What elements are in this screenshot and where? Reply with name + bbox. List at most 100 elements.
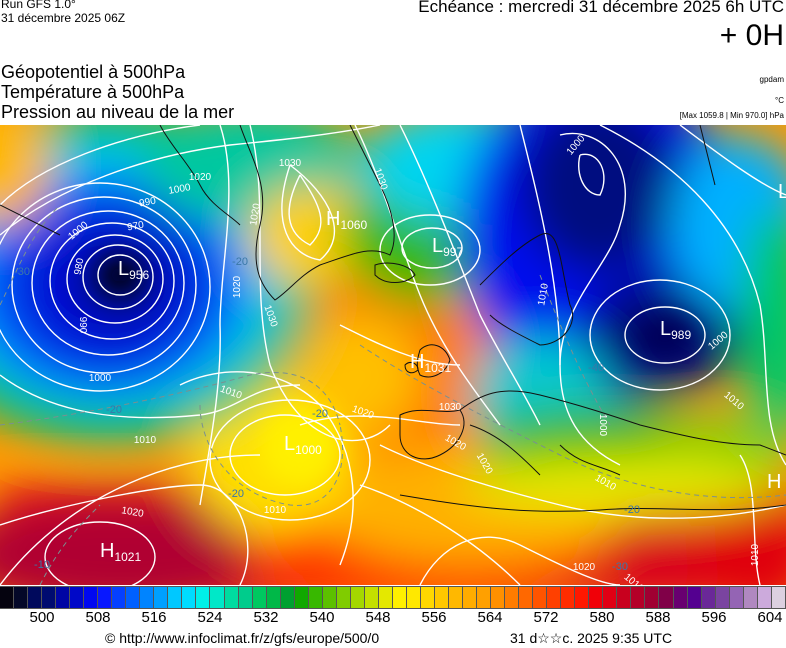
- low-pressure-center: L: [778, 181, 786, 203]
- isobar-label: 1030: [439, 402, 462, 413]
- colorbar-cell: [14, 587, 29, 608]
- colorbar-tick-label: 500: [29, 609, 55, 626]
- unit-pressure-range: [Max 1059.8 | Min 970.0] hPa: [679, 111, 784, 120]
- run-date-label: 31 décembre 2025 06Z: [1, 11, 126, 25]
- colorbar-cell: [659, 587, 674, 608]
- colorbar-cell: [449, 587, 464, 608]
- isotherm-label: -20: [228, 488, 244, 500]
- isotherms: [0, 204, 786, 585]
- colorbar-tick-label: 596: [701, 609, 727, 626]
- credit-link[interactable]: © http://www.infoclimat.fr/z/gfs/europe/…: [105, 630, 380, 646]
- colorbar-cell: [477, 587, 492, 608]
- isobar-label: 1000: [89, 373, 112, 384]
- unit-geopotential: gpdam: [759, 75, 784, 84]
- colorbar-cell: [519, 587, 534, 608]
- colorbar-cell: [420, 587, 435, 608]
- isobar-label: 1010: [536, 282, 551, 306]
- title-geopotential: Géopotentiel à 500hPa: [1, 62, 186, 82]
- colorbar-cell: [617, 587, 632, 608]
- isobar-label: 1010: [750, 543, 761, 566]
- colorbar-cell: [0, 587, 15, 608]
- isotherm-label: -10: [34, 559, 50, 571]
- colorbar-cell: [280, 587, 295, 608]
- colorbar-tick-label: 580: [589, 609, 615, 626]
- colorbar-cell: [463, 587, 478, 608]
- colorbar-cell: [771, 587, 786, 608]
- isotherm-label: -30: [14, 266, 30, 278]
- isobar-label: 970: [126, 220, 145, 234]
- colorbar-cell: [715, 587, 730, 608]
- colorbar-cell: [336, 587, 351, 608]
- isotherm-labels: -30 -20 -20 -20 -20 -10 -40 -30 -20: [14, 256, 640, 573]
- isobar-label: 980: [73, 257, 87, 276]
- isobar-label: 1020: [232, 275, 243, 298]
- colorbar-cell: [491, 587, 506, 608]
- isobar-label: 990: [138, 196, 157, 210]
- colorbar-cell: [589, 587, 604, 608]
- isobar-label: 1020: [248, 202, 263, 226]
- isobar-label: 1000: [597, 414, 608, 437]
- colorbar-tick-label: 588: [645, 609, 671, 626]
- colorbar-cell: [42, 587, 57, 608]
- colorbar-cell: [168, 587, 183, 608]
- colorbar-cell: [434, 587, 449, 608]
- colorbar-cell: [687, 587, 702, 608]
- colorbar-cell: [98, 587, 113, 608]
- isotherm-label: -20: [312, 408, 328, 420]
- forecast-offset: + 0H: [719, 19, 784, 52]
- colorbar-cell: [84, 587, 99, 608]
- colorbar-cell: [56, 587, 71, 608]
- title-temperature: Température à 500hPa: [1, 82, 185, 102]
- colorbar-cell: [575, 587, 590, 608]
- colorbar-tick-label: 540: [309, 609, 335, 626]
- colorbar-cell: [322, 587, 337, 608]
- colorbar-cell: [140, 587, 155, 608]
- colorbar-cell: [210, 587, 225, 608]
- colorbar-tick-label: 532: [253, 609, 279, 626]
- colorbar-labels: 500 508 516 524 532 540 548 556 564 572 580 588 596 6…: [0, 609, 786, 627]
- isobar-label: 1000: [168, 182, 192, 197]
- colorbar-tick-label: 508: [85, 609, 111, 626]
- colorbar-tick-label: 564: [477, 609, 503, 626]
- colorbar-cell: [112, 587, 127, 608]
- generation-timestamp: 31 d☆☆c. 2025 9:35 UTC: [510, 630, 673, 646]
- isotherm-label: -20: [232, 256, 248, 268]
- isobar-label: 1020: [121, 505, 145, 520]
- colorbar-cell: [308, 587, 323, 608]
- isobar-label: 1010: [264, 505, 287, 516]
- colorbar-cell: [743, 587, 758, 608]
- isobar-label: 1010: [134, 435, 157, 446]
- forecast-valid-time: Echéance : mercredi 31 décembre 2025 6h …: [418, 0, 784, 16]
- colorbar-cell: [631, 587, 646, 608]
- colorbar-cell: [547, 587, 562, 608]
- isotherm-label: -20: [624, 504, 640, 516]
- colorbar-cell: [238, 587, 253, 608]
- colorbar-cell: [505, 587, 520, 608]
- colorbar-cell: [729, 587, 744, 608]
- isobar-label: 1030: [279, 158, 302, 169]
- isotherm-label: -30: [612, 561, 628, 573]
- colorbar-cell: [294, 587, 309, 608]
- colorbar-tick-label: 572: [533, 609, 559, 626]
- colorbar-cell: [224, 587, 239, 608]
- title-pressure: Pression au niveau de la mer: [1, 102, 235, 122]
- isobars: [0, 125, 786, 585]
- colorbar-tick-label: 516: [141, 609, 167, 626]
- colorbar-cell: [603, 587, 618, 608]
- weather-map: L956 H1060 L997 L989 H1031 L1000 H1021 H L 1020 1…: [0, 125, 786, 585]
- isotherm-label: -40: [588, 362, 604, 374]
- colorbar-cell: [645, 587, 660, 608]
- isobar-label: 990: [77, 317, 88, 334]
- colorbar-cell: [196, 587, 211, 608]
- unit-temperature: °C: [775, 96, 784, 105]
- colorbar-cell: [266, 587, 281, 608]
- colorbar-cell: [126, 587, 141, 608]
- high-pressure-center: H: [767, 471, 781, 493]
- colorbar-cell: [350, 587, 365, 608]
- colorbar-tick-label: 556: [421, 609, 447, 626]
- colorbar-cell: [364, 587, 379, 608]
- colorbar-cell: [561, 587, 576, 608]
- colorbar-cell: [701, 587, 716, 608]
- isobar-label: 1020: [573, 562, 596, 573]
